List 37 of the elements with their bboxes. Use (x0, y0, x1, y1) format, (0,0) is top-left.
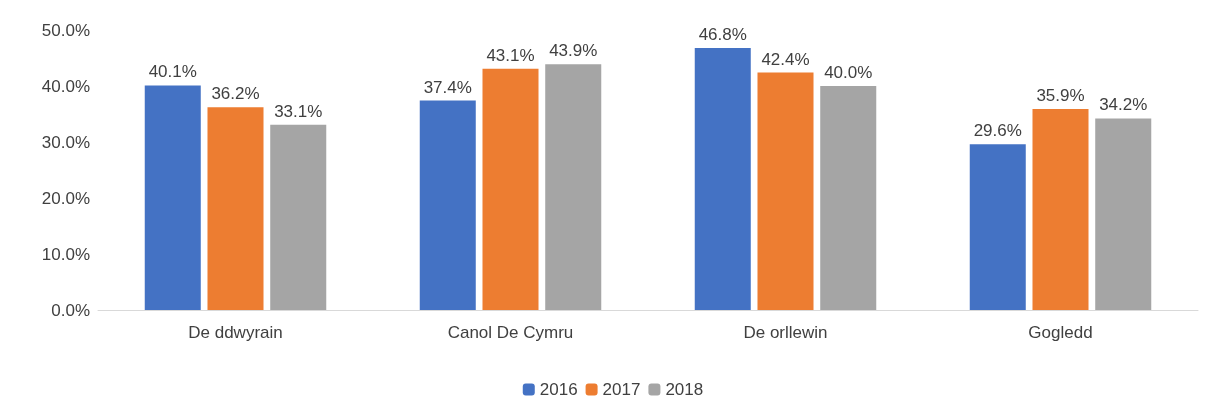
bar (1032, 108, 1089, 310)
data-label: 40.0% (824, 63, 873, 82)
data-label: 43.9% (549, 41, 598, 61)
data-label: 29.6% (973, 121, 1022, 141)
x-tick-label: Canol De Cymru (447, 323, 574, 342)
data-label: 43.1% (486, 45, 535, 65)
y-tick-label: 40.0% (41, 76, 90, 96)
data-label: 34.2% (1099, 95, 1148, 115)
y-tick-label: 50.0% (41, 20, 90, 40)
legend-label: 2018 (665, 380, 704, 399)
data-label: 42.4% (761, 49, 810, 69)
bar (1095, 118, 1152, 310)
bar (144, 85, 201, 310)
bar (545, 64, 602, 310)
y-tick-label: 0.0% (51, 300, 90, 320)
bar (694, 47, 751, 310)
y-tick-label: 30.0% (41, 132, 90, 152)
legend-label: 2017 (602, 380, 641, 399)
bar (270, 124, 327, 310)
data-label: 35.9% (1036, 85, 1085, 105)
bar (969, 144, 1026, 310)
x-tick-label: De orllewin (743, 323, 828, 342)
data-label: 46.8% (698, 24, 747, 44)
legend-label: 2016 (539, 380, 578, 399)
data-label: 36.2% (211, 84, 260, 104)
x-tick-label: Gogledd (1028, 323, 1093, 342)
bar (207, 107, 264, 310)
y-tick-label: 20.0% (41, 188, 90, 208)
y-tick-label: 10.0% (41, 244, 90, 264)
bar (419, 100, 476, 310)
x-tick-label: De ddwyrain (188, 323, 283, 342)
data-label: 33.1% (274, 101, 323, 121)
data-label: 37.4% (423, 77, 472, 97)
bar (482, 68, 539, 310)
bar (820, 86, 877, 310)
bar (757, 72, 814, 310)
data-label: 40.1% (148, 62, 197, 82)
